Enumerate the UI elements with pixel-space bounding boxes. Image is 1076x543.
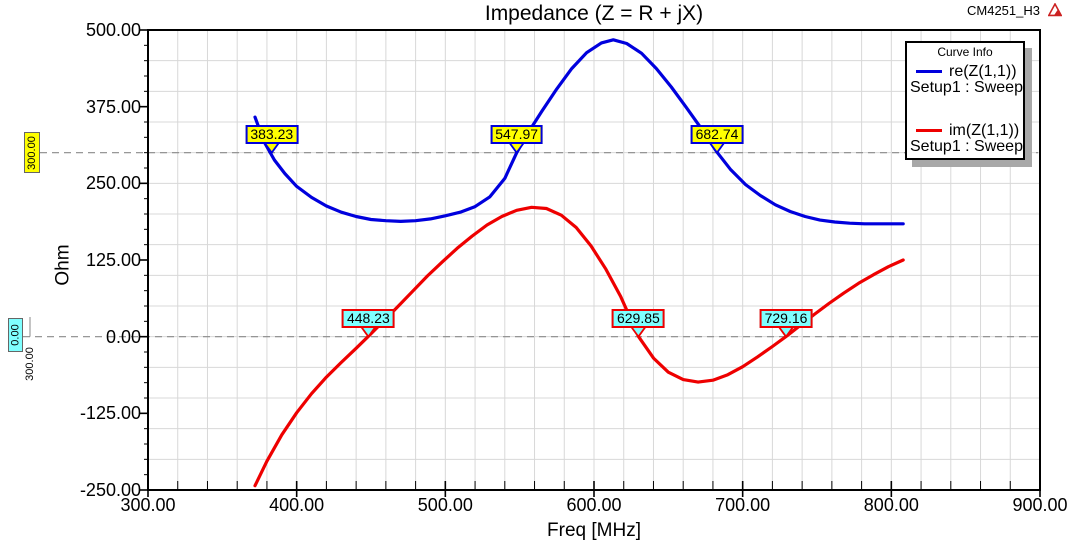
x-axis-title: Freq [MHz] [547, 520, 641, 541]
y-tick-label-500.00: 500.00 [85, 20, 141, 40]
curve-marker-383.23[interactable]: 383.23 [245, 124, 299, 144]
plot-title: Impedance (Z = R + jX) [484, 2, 704, 25]
x-tick-label-800.00: 800.00 [863, 495, 919, 515]
curve-re-z[interactable] [253, 38, 905, 226]
y-tick-label-250.00: 250.00 [85, 173, 141, 194]
x-tick-label-600.00: 600.00 [566, 495, 622, 515]
x-tick-label-500.00: 500.00 [417, 495, 473, 515]
y-tick-label-0.00: 0.00 [105, 326, 141, 347]
legend-swatch-im [916, 129, 942, 132]
curve-im-z[interactable] [253, 205, 905, 488]
x-tick-label-300.00: 300.00 [120, 495, 176, 515]
legend-sublabel-re: Setup1 : Sweep [910, 79, 1023, 96]
curve-marker-629.85[interactable]: 629.85 [611, 308, 665, 328]
y-tick-label-375.00: 375.00 [85, 96, 141, 117]
curve-marker-448.23[interactable]: 448.23 [341, 308, 395, 328]
curve-marker-682.74[interactable]: 682.74 [690, 124, 744, 144]
legend-title: Curve Info [937, 45, 993, 59]
x-tick-label-700.00: 700.00 [715, 495, 771, 515]
y-tick-label-125.00: 125.00 [85, 250, 141, 270]
legend-swatch-re [916, 70, 942, 73]
y-tick-label--250.00: -250.00 [79, 480, 141, 500]
legend-label-re: re(Z(1,1)) [949, 63, 1017, 80]
document-name: CM4251_H3 [967, 3, 1040, 18]
x-tick-label-400.00: 400.00 [269, 495, 325, 515]
plot-border [147, 29, 1041, 491]
extra-axis-annotation: 300.00 [24, 347, 36, 381]
legend-entry-im[interactable]: im(Z(1,1)) Setup1 : Sweep [910, 122, 1023, 155]
curve-marker-729.16[interactable]: 729.16 [759, 308, 813, 328]
legend-sublabel-im: Setup1 : Sweep [910, 138, 1023, 155]
y-tick-label--125.00: -125.00 [79, 403, 141, 424]
curve-marker-547.97[interactable]: 547.97 [490, 124, 544, 144]
legend-entry-re[interactable]: re(Z(1,1)) Setup1 : Sweep [910, 63, 1023, 96]
x-tick-label-900.00: 900.00 [1012, 495, 1068, 515]
ref-line-value-box-300[interactable]: 300.00 [24, 132, 40, 173]
legend-label-im: im(Z(1,1)) [949, 122, 1020, 139]
legend-curve-info[interactable]: Curve Info re(Z(1,1)) Setup1 : Sweep im(… [905, 41, 1025, 160]
ansys-triangle-icon [1047, 2, 1063, 22]
ref-line-value-box-0[interactable]: 0.00 [8, 318, 23, 352]
